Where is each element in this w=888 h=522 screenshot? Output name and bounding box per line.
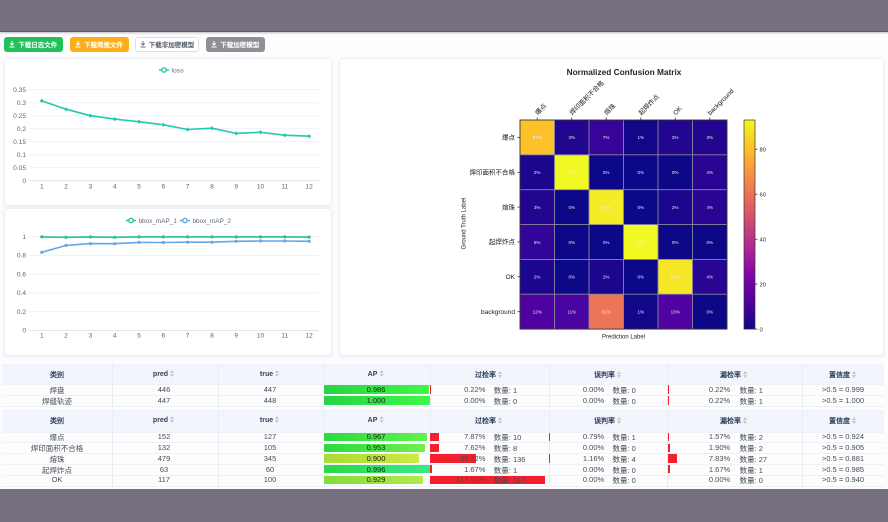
svg-text:40: 40	[760, 237, 766, 243]
svg-text:起焊炸点: 起焊炸点	[636, 92, 661, 117]
svg-text:60: 60	[760, 192, 766, 198]
svg-text:12: 12	[305, 333, 313, 340]
svg-text:11: 11	[281, 333, 288, 340]
svg-text:0.4: 0.4	[17, 290, 26, 297]
svg-text:OK: OK	[506, 274, 516, 281]
svg-text:0: 0	[22, 328, 26, 335]
svg-text:0%: 0%	[706, 310, 713, 315]
svg-text:background: background	[707, 88, 736, 117]
svg-text:7%: 7%	[603, 135, 610, 140]
svg-text:20: 20	[760, 282, 766, 288]
svg-text:8: 8	[210, 333, 214, 340]
svg-text:0.8: 0.8	[17, 253, 26, 260]
svg-text:13%: 13%	[671, 310, 680, 315]
svg-text:2%: 2%	[603, 275, 610, 280]
svg-text:4: 4	[113, 184, 117, 191]
svg-text:爆点: 爆点	[533, 101, 549, 117]
svg-text:0%: 0%	[637, 205, 644, 210]
svg-text:OK: OK	[672, 105, 684, 117]
svg-text:7: 7	[186, 184, 190, 191]
svg-text:bbox_mAP_1: bbox_mAP_1	[139, 218, 178, 225]
svg-text:3%: 3%	[672, 135, 679, 140]
svg-text:3%: 3%	[534, 205, 541, 210]
svg-text:90%: 90%	[602, 205, 611, 210]
svg-text:1: 1	[40, 184, 44, 191]
svg-text:9: 9	[234, 184, 238, 191]
svg-text:3%: 3%	[568, 135, 575, 140]
svg-text:1%: 1%	[637, 135, 644, 140]
svg-text:3: 3	[89, 184, 93, 191]
svg-text:4%: 4%	[706, 205, 713, 210]
svg-text:0.2: 0.2	[17, 126, 26, 133]
svg-text:3: 3	[89, 333, 93, 340]
svg-text:0.35: 0.35	[13, 87, 26, 94]
svg-text:3%: 3%	[706, 135, 713, 140]
svg-text:1: 1	[22, 234, 26, 241]
svg-text:Normalized Confusion Matrix: Normalized Confusion Matrix	[567, 67, 682, 77]
svg-text:0%: 0%	[637, 170, 644, 175]
svg-text:81%: 81%	[533, 135, 542, 140]
svg-text:4%: 4%	[706, 275, 713, 280]
svg-text:2: 2	[64, 184, 68, 191]
svg-text:0.1: 0.1	[17, 152, 26, 159]
svg-text:爆点: 爆点	[502, 133, 516, 142]
svg-text:6: 6	[161, 184, 165, 191]
svg-text:1: 1	[40, 333, 44, 340]
svg-text:2%: 2%	[534, 170, 541, 175]
svg-text:0.05: 0.05	[13, 165, 26, 172]
svg-text:4%: 4%	[706, 170, 713, 175]
svg-text:0: 0	[22, 178, 26, 185]
svg-text:0%: 0%	[568, 275, 575, 280]
svg-text:0%: 0%	[603, 170, 610, 175]
svg-text:2%: 2%	[534, 275, 541, 280]
svg-text:5: 5	[137, 184, 141, 191]
svg-text:起焊炸点: 起焊炸点	[489, 237, 516, 246]
svg-text:1%: 1%	[637, 310, 644, 315]
svg-text:2%: 2%	[672, 205, 679, 210]
svg-text:93%: 93%	[636, 240, 645, 245]
svg-text:11: 11	[281, 184, 288, 191]
svg-text:0: 0	[760, 327, 763, 333]
svg-text:80: 80	[760, 147, 766, 153]
svg-text:0%: 0%	[568, 240, 575, 245]
svg-text:0%: 0%	[706, 240, 713, 245]
svg-text:2: 2	[64, 333, 68, 340]
svg-text:8: 8	[210, 184, 214, 191]
svg-text:Prediction Label: Prediction Label	[602, 335, 645, 341]
svg-text:0.15: 0.15	[13, 139, 26, 146]
svg-text:0%: 0%	[568, 205, 575, 210]
svg-text:6: 6	[161, 333, 165, 340]
svg-text:0.3: 0.3	[17, 100, 26, 107]
svg-text:熔珠: 熔珠	[602, 101, 618, 117]
svg-text:6%: 6%	[534, 240, 541, 245]
svg-text:4: 4	[113, 333, 117, 340]
svg-text:12: 12	[305, 184, 313, 191]
svg-text:10: 10	[257, 184, 265, 191]
svg-text:11%: 11%	[567, 310, 576, 315]
svg-text:0%: 0%	[637, 275, 644, 280]
svg-text:bbox_mAP_2: bbox_mAP_2	[193, 218, 232, 225]
svg-text:93%: 93%	[567, 170, 576, 175]
svg-text:Ground Truth Label: Ground Truth Label	[462, 198, 468, 250]
svg-text:12%: 12%	[533, 310, 542, 315]
svg-text:61%: 61%	[602, 310, 611, 315]
svg-text:9: 9	[234, 333, 238, 340]
svg-text:0.2: 0.2	[17, 309, 26, 316]
svg-text:熔珠: 熔珠	[502, 202, 516, 211]
svg-text:5: 5	[137, 333, 141, 340]
svg-text:loss: loss	[172, 67, 185, 74]
svg-text:焊印面积不合格: 焊印面积不合格	[470, 168, 516, 177]
svg-text:焊印面积不合格: 焊印面积不合格	[567, 78, 606, 117]
svg-text:0%: 0%	[603, 240, 610, 245]
svg-text:0%: 0%	[672, 170, 679, 175]
svg-text:0.6: 0.6	[17, 271, 26, 278]
svg-text:0.25: 0.25	[13, 113, 26, 120]
svg-text:10: 10	[257, 333, 265, 340]
svg-text:7: 7	[186, 333, 190, 340]
svg-text:background: background	[481, 309, 515, 316]
svg-text:89%: 89%	[671, 275, 680, 280]
svg-text:0%: 0%	[672, 240, 679, 245]
